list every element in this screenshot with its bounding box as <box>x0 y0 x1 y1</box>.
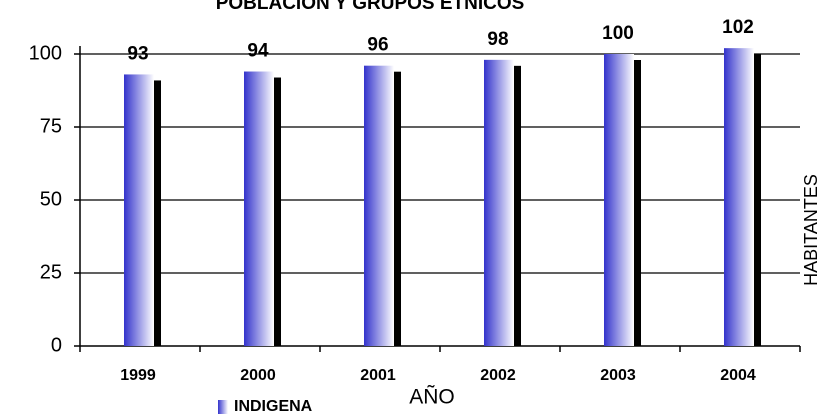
y-tick-label: 0 <box>51 334 62 356</box>
value-label: 102 <box>722 17 754 38</box>
value-label: 94 <box>247 41 269 62</box>
y-axis-label: HABITANTES <box>801 174 821 286</box>
legend-swatch <box>218 400 228 414</box>
bar-shadow <box>393 71 401 347</box>
chart-title: POBLACION Y GRUPOS ETNICOS <box>216 0 525 14</box>
value-label: 100 <box>602 23 634 44</box>
bar-shadow <box>153 80 161 346</box>
bar <box>244 71 274 347</box>
x-tick-label: 2003 <box>600 367 636 384</box>
legend-label: INDIGENA <box>234 398 313 414</box>
y-tick-label: 75 <box>40 115 62 137</box>
bar <box>124 74 154 346</box>
x-axis-label: AÑO <box>409 385 455 409</box>
bar <box>604 54 634 346</box>
bar-shadow <box>273 77 281 347</box>
bar-shadow <box>513 65 521 346</box>
value-label: 93 <box>127 43 148 64</box>
y-tick-label: 100 <box>29 42 62 64</box>
bar <box>364 65 394 347</box>
bar-shadow <box>633 60 641 346</box>
y-tick-label: 50 <box>40 188 62 210</box>
x-tick-label: 1999 <box>120 367 156 384</box>
x-tick-label: 2004 <box>720 367 756 384</box>
x-tick-label: 2000 <box>240 367 276 384</box>
y-tick-label: 25 <box>40 261 62 283</box>
bar <box>724 48 754 346</box>
x-tick-label: 2002 <box>480 367 516 384</box>
bar-shadow <box>753 54 761 346</box>
x-tick-label: 2001 <box>360 367 396 384</box>
value-label: 96 <box>367 35 388 56</box>
bar <box>484 59 514 347</box>
value-label: 98 <box>487 29 508 50</box>
